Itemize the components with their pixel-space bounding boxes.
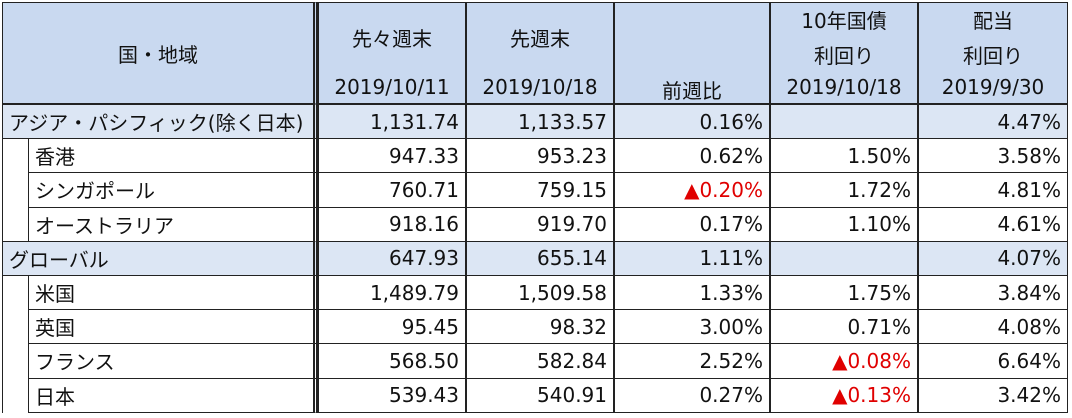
- value-cell: 1.50%: [770, 138, 918, 174]
- value-cell: 1,509.58: [466, 275, 614, 311]
- header-text: 利回り: [963, 44, 1023, 68]
- header-text: 2019/9/30: [941, 75, 1045, 99]
- value-cell: 3.00%: [614, 309, 770, 345]
- value-cell: 947.33: [318, 138, 466, 174]
- indent-cell: [2, 138, 29, 174]
- row-label: アジア・パシフィック(除く日本): [2, 104, 318, 140]
- value-cell: 3.58%: [918, 138, 1068, 174]
- value-cell: 4.81%: [918, 172, 1068, 208]
- value-cell: 1,131.74: [318, 104, 466, 140]
- header-cell: 配当利回り 2019/9/30: [918, 2, 1068, 104]
- header-text: 利回り: [814, 44, 874, 68]
- value-cell: 0.17%: [614, 206, 770, 242]
- value-cell: 0.27%: [614, 377, 770, 413]
- header-cell: 先々週末 2019/10/11: [318, 2, 466, 104]
- row-label: シンガポール: [28, 172, 318, 208]
- value-cell: 2.52%: [614, 343, 770, 379]
- value-cell: 1,133.57: [466, 104, 614, 140]
- value-cell: 0.71%: [770, 309, 918, 345]
- indent-cell: [2, 309, 29, 345]
- value-cell: 655.14: [466, 240, 614, 276]
- value-cell: 95.45: [318, 309, 466, 345]
- value-cell: 568.50: [318, 343, 466, 379]
- header-text: 2019/10/18: [482, 75, 598, 99]
- row-label: 香港: [28, 138, 318, 174]
- value-cell: 918.16: [318, 206, 466, 242]
- indent-cell: [2, 172, 29, 208]
- header-cell: 先週末 2019/10/18: [466, 2, 614, 104]
- value-cell: 760.71: [318, 172, 466, 208]
- value-cell: 4.07%: [918, 240, 1068, 276]
- row-label: 米国: [28, 275, 318, 311]
- header-text: 先週末: [510, 27, 570, 51]
- header-text: 10年国債: [801, 9, 887, 33]
- header-text: 配当: [973, 9, 1013, 33]
- value-cell: 539.43: [318, 377, 466, 413]
- value-cell: 0.62%: [614, 138, 770, 174]
- row-label: 英国: [28, 309, 318, 345]
- value-cell: 540.91: [466, 377, 614, 413]
- header-cell: 国・地域: [2, 2, 318, 104]
- value-cell: 3.42%: [918, 377, 1068, 413]
- value-cell: 919.70: [466, 206, 614, 242]
- indent-cell: [2, 377, 29, 413]
- indent-cell: [2, 206, 29, 242]
- value-cell: 953.23: [466, 138, 614, 174]
- value-cell: [770, 104, 918, 140]
- header-text: 先々週末: [352, 27, 432, 51]
- value-cell: 98.32: [466, 309, 614, 345]
- value-cell: [770, 240, 918, 276]
- row-label: グローバル: [2, 240, 318, 276]
- value-cell: 6.64%: [918, 343, 1068, 379]
- value-cell: 1,489.79: [318, 275, 466, 311]
- value-cell: ▲0.20%: [614, 172, 770, 208]
- value-cell: 1.72%: [770, 172, 918, 208]
- value-cell: 1.10%: [770, 206, 918, 242]
- value-cell: 1.33%: [614, 275, 770, 311]
- indent-cell: [2, 275, 29, 311]
- value-cell: 3.84%: [918, 275, 1068, 311]
- value-cell: ▲0.08%: [770, 343, 918, 379]
- value-cell: 582.84: [466, 343, 614, 379]
- header-text: 国・地域: [118, 43, 198, 67]
- row-label: フランス: [28, 343, 318, 379]
- row-label: 日本: [28, 377, 318, 413]
- value-cell: 1.75%: [770, 275, 918, 311]
- value-cell: 0.16%: [614, 104, 770, 140]
- value-cell: 4.47%: [918, 104, 1068, 140]
- value-cell: ▲0.13%: [770, 377, 918, 413]
- header-text: 前週比: [662, 79, 722, 103]
- value-cell: 759.15: [466, 172, 614, 208]
- header-cell: 10年国債利回り 2019/10/18: [770, 2, 918, 104]
- value-cell: 647.93: [318, 240, 466, 276]
- row-label: オーストラリア: [28, 206, 318, 242]
- indent-cell: [2, 343, 29, 379]
- header-cell: 前週比: [614, 2, 770, 104]
- header-text: 2019/10/11: [334, 75, 450, 99]
- value-cell: 4.61%: [918, 206, 1068, 242]
- header-text: 2019/10/18: [786, 75, 902, 99]
- value-cell: 4.08%: [918, 309, 1068, 345]
- value-cell: 1.11%: [614, 240, 770, 276]
